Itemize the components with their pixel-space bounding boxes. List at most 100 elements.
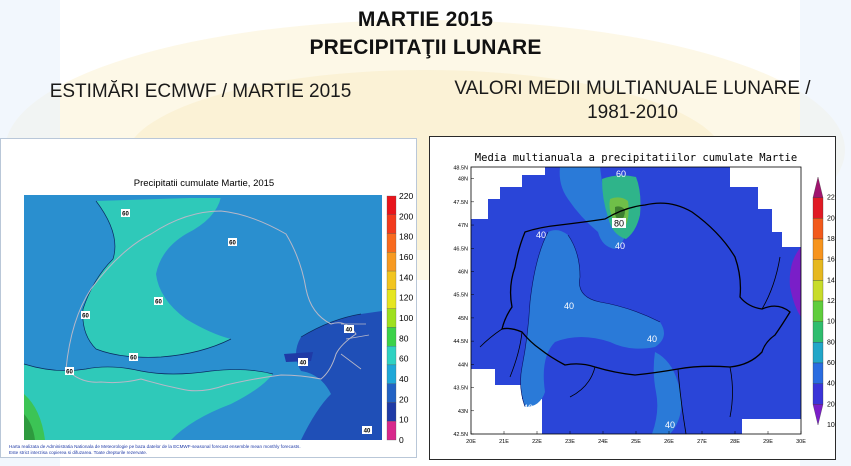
legend-swatch <box>812 218 824 240</box>
lat-tick-label: 45.5N <box>453 293 468 299</box>
legend-tick-label: 220 <box>399 191 413 201</box>
contour-label: 40 <box>346 328 353 334</box>
legend-swatch <box>386 270 397 290</box>
lon-tick-label: 23E <box>565 439 575 445</box>
contour-label: 40 <box>523 403 533 413</box>
lat-tick-label: 44.5N <box>453 339 468 345</box>
legend-tick-label: 140 <box>827 277 835 284</box>
left-map-area: 60 60 60 60 60 60 40 40 40 <box>23 195 382 440</box>
ecmwf-forecast-map-panel: Precipitatii cumulate Martie, 2015 60 <box>0 138 417 458</box>
legend-swatch <box>386 421 397 441</box>
lat-tick-label: 43N <box>458 409 468 415</box>
lat-tick-label: 48N <box>458 177 468 183</box>
lat-tick-label: 42.5N <box>453 432 468 438</box>
legend-tick-label: 10 <box>399 415 409 425</box>
contour-label: 40 <box>647 334 657 344</box>
legend-swatch <box>812 259 824 281</box>
lat-tick-label: 48.5N <box>453 166 468 172</box>
multiannual-mean-map: Media multianuala a precipitatiilor cumu… <box>431 138 839 458</box>
contour-label: 40 <box>364 429 371 435</box>
right-heading-line1: VALORI MEDII MULTIANUALE LUNARE / <box>454 78 811 99</box>
legend-tick-label: 20 <box>399 394 409 404</box>
right-legend: 220 200 180 160 140 120 100 80 60 40 20 10 <box>812 176 839 429</box>
left-heading: ESTIMĂRI ECMWF / MARTIE 2015 <box>49 81 352 102</box>
contour-label: 60 <box>82 314 89 320</box>
lat-tick-label: 47.5N <box>453 200 468 206</box>
contour-label: 60 <box>155 300 162 306</box>
legend-tick-label: 40 <box>827 381 835 388</box>
main-title: MARTIE 2015 <box>357 8 494 31</box>
lat-tick-label: 44N <box>458 362 468 368</box>
legend-swatch <box>386 327 397 347</box>
contour-label: 40 <box>300 361 307 367</box>
legend-swatch <box>386 195 397 215</box>
legend-tick-label: 10 <box>827 422 835 429</box>
legend-swatch <box>812 321 824 343</box>
lat-tick-label: 43.5N <box>453 386 468 392</box>
legend-tick-label: 40 <box>399 374 409 384</box>
lon-tick-label: 21E <box>499 439 509 445</box>
legend-swatch <box>812 197 824 219</box>
lon-tick-label: 27E <box>697 439 707 445</box>
legend-tick-label: 100 <box>827 319 835 326</box>
legend-tick-label: 160 <box>399 252 413 262</box>
legend-swatch <box>386 233 397 253</box>
contour-label: 60 <box>229 241 236 247</box>
contour-label: 80 <box>614 219 624 229</box>
legend-swatch <box>812 342 824 364</box>
right-map-axes: 48.5N 48N 47.5N 47N 46.5N 46N 45.5N 45N 44.5N 44N… <box>453 166 806 446</box>
legend-tick-label: 120 <box>399 293 413 303</box>
legend-tick-label: 180 <box>827 236 835 243</box>
right-heading: VALORI MEDII MULTIANUALE LUNARE / 1981-2… <box>430 77 835 125</box>
legend-tick-label: 80 <box>827 339 835 346</box>
legend-tick-label: 120 <box>827 298 835 305</box>
contour-label: 40 <box>615 241 625 251</box>
legend-tick-label: 200 <box>827 215 835 222</box>
legend-swatch <box>812 404 824 426</box>
legend-tick-label: 60 <box>827 360 835 367</box>
lon-tick-label: 24E <box>598 439 608 445</box>
legend-swatch <box>386 252 397 272</box>
main-subtitle: PRECIPITAŢII LUNARE <box>309 36 542 59</box>
contour-label: 60 <box>616 169 626 179</box>
legend-swatch <box>812 383 824 405</box>
legend-tick-label: 140 <box>399 272 413 282</box>
legend-swatch <box>812 280 824 302</box>
lon-tick-label: 20E <box>466 439 476 445</box>
contour-label: 60 <box>66 370 73 376</box>
lat-tick-label: 45N <box>458 316 468 322</box>
legend-tick-label: 20 <box>827 401 835 408</box>
legend-tick-label: 160 <box>827 257 835 264</box>
lon-tick-label: 22E <box>532 439 542 445</box>
legend-swatch <box>386 402 397 422</box>
lon-tick-label: 30E <box>796 439 806 445</box>
lat-tick-label: 46N <box>458 269 468 275</box>
lon-tick-label: 26E <box>664 439 674 445</box>
legend-swatch <box>812 300 824 322</box>
legend-swatch <box>386 383 397 403</box>
contour-label: 40 <box>665 420 675 430</box>
legend-tick-label: 60 <box>399 354 409 364</box>
legend-swatch <box>386 346 397 366</box>
right-map-area: 60 80 40 40 40 40 40 40 <box>470 166 802 435</box>
legend-swatch <box>386 308 397 328</box>
contour-label: 40 <box>564 301 574 311</box>
legend-swatch <box>386 364 397 384</box>
right-map-title: Media multianuala a precipitatiilor cumu… <box>475 152 797 164</box>
contour-label: 60 <box>122 212 129 218</box>
legend-tick-label: 0 <box>399 435 404 445</box>
ecmwf-forecast-map: Precipitatii cumulate Martie, 2015 60 <box>9 178 413 455</box>
lon-tick-label: 25E <box>631 439 641 445</box>
left-map-title: Precipitatii cumulate Martie, 2015 <box>134 178 274 189</box>
multiannual-mean-map-panel: Media multianuala a precipitatiilor cumu… <box>429 136 839 460</box>
legend-swatch <box>812 238 824 260</box>
legend-swatch <box>386 289 397 309</box>
lon-tick-label: 29E <box>763 439 773 445</box>
legend-tick-label: 220 <box>827 195 835 202</box>
right-heading-line2: 1981-2010 <box>587 102 678 123</box>
legend-swatch <box>386 214 397 234</box>
contour-label: 60 <box>130 356 137 362</box>
lon-tick-label: 28E <box>730 439 740 445</box>
legend-tick-label: 100 <box>399 313 413 323</box>
